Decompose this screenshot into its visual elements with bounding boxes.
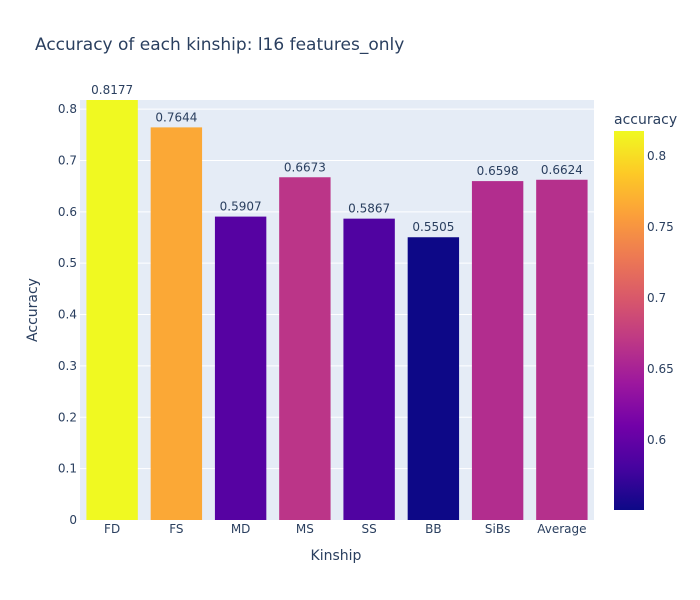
bar-value-label: 0.5505	[412, 220, 454, 234]
y-tick-label: 0.3	[58, 359, 77, 373]
bar-md	[214, 216, 267, 520]
x-tick-label: Average	[537, 522, 586, 536]
y-tick-label: 0.4	[58, 308, 77, 322]
colorbar-title: accuracy	[614, 112, 677, 128]
bar-sibs	[471, 181, 524, 520]
bar-value-label: 0.6673	[284, 160, 326, 174]
colorbar-gradient	[614, 131, 644, 510]
bar-value-label: 0.8177	[91, 83, 133, 97]
bar-labels: 0.8177 0.7644 0.5907 0.6673 0.5867 0.5505 0.65…	[91, 83, 583, 234]
y-tick-label: 0.6	[58, 205, 77, 219]
x-axis-ticks: FD FS MD MS SS BB SiBs Average	[104, 522, 586, 536]
y-tick-label: 0.1	[58, 462, 77, 476]
colorbar: accuracy 0.6 0.65 0.7 0.75 0.8	[614, 112, 677, 510]
bar-value-label: 0.7644	[155, 110, 197, 124]
y-tick-label: 0.2	[58, 410, 77, 424]
bar-ms	[279, 177, 331, 520]
x-tick-label: FS	[169, 522, 183, 536]
colorbar-tick-label: 0.75	[647, 220, 674, 234]
y-tick-label: 0	[69, 513, 77, 527]
bar-value-label: 0.5867	[348, 202, 390, 216]
bar-ss	[343, 218, 395, 520]
x-tick-label: FD	[104, 522, 120, 536]
bar-bb	[407, 237, 460, 521]
x-tick-label: MD	[231, 522, 251, 536]
x-tick-label: SS	[362, 522, 377, 536]
bars	[86, 100, 588, 521]
bar-average	[536, 179, 588, 520]
colorbar-ticks: 0.6 0.65 0.7 0.75 0.8	[647, 149, 674, 447]
bar-value-label: 0.6598	[477, 164, 519, 178]
colorbar-tick-label: 0.65	[647, 362, 674, 376]
y-tick-label: 0.8	[58, 102, 77, 116]
y-tick-label: 0.5	[58, 256, 77, 270]
x-tick-label: SiBs	[485, 522, 510, 536]
x-axis-title: Kinship	[311, 548, 362, 564]
y-tick-label: 0.7	[58, 153, 77, 167]
y-axis-ticks: 0 0.1 0.2 0.3 0.4 0.5 0.6 0.7 0.8	[58, 102, 77, 527]
bar-fd	[86, 100, 138, 520]
x-tick-label: BB	[425, 522, 441, 536]
bar-value-label: 0.6624	[541, 163, 583, 177]
x-tick-label: MS	[296, 522, 314, 536]
colorbar-tick-label: 0.8	[647, 149, 666, 163]
chart-title: Accuracy of each kinship: l16 features_o…	[35, 35, 404, 55]
y-axis-title: Accuracy	[25, 278, 41, 342]
colorbar-tick-label: 0.6	[647, 433, 666, 447]
bar-fs	[150, 127, 203, 521]
bar-value-label: 0.5907	[220, 200, 262, 214]
colorbar-tick-label: 0.7	[647, 291, 666, 305]
